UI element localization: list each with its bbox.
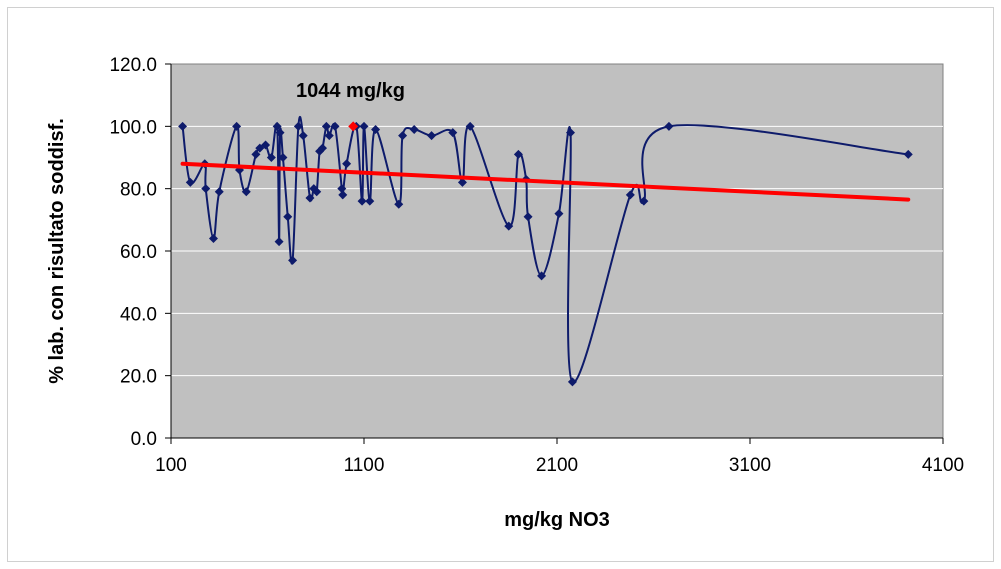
data-point [365, 196, 375, 206]
data-point [201, 184, 211, 194]
data-point [566, 128, 576, 138]
data-point [288, 255, 298, 265]
y-axis-title: % lab. con risultato soddisf. [46, 118, 68, 384]
data-point [298, 131, 308, 141]
data-point [278, 153, 288, 162]
data-point [330, 121, 340, 131]
data-point [232, 121, 242, 131]
data-point [357, 196, 367, 206]
x-axis-ticks: 100 1100 2100 3100 4100 [155, 437, 964, 476]
x-tick-label: 4100 [922, 455, 964, 476]
y-tick-label: 0.0 [131, 429, 157, 450]
data-point [185, 177, 195, 187]
data-point [274, 237, 284, 247]
y-tick-label: 40.0 [120, 304, 157, 325]
data-point [293, 121, 303, 131]
data-point [321, 121, 331, 131]
highlight-point [348, 121, 359, 132]
data-point [275, 128, 285, 138]
data-point [465, 121, 475, 131]
data-point [371, 124, 381, 134]
data-point [178, 121, 188, 131]
data-point [664, 121, 674, 131]
y-tick-label: 80.0 [120, 180, 157, 201]
highlight-marker [348, 121, 359, 132]
data-point [338, 190, 348, 200]
data-point [241, 187, 251, 197]
data-point [398, 131, 408, 141]
y-tick-label: 100.0 [109, 117, 157, 138]
trend-line [180, 161, 911, 202]
data-point [359, 121, 369, 131]
data-point [457, 177, 467, 187]
x-axis-title: mg/kg NO3 [504, 509, 610, 531]
data-point [513, 149, 523, 159]
series-markers [178, 121, 913, 387]
data-point [324, 131, 334, 141]
y-tick-label: 120.0 [109, 55, 157, 76]
data-point [903, 149, 913, 159]
data-point [337, 184, 347, 194]
data-point [523, 212, 533, 222]
data-point [261, 140, 271, 150]
data-point [208, 234, 218, 244]
annotation-label: 1044 mg/kg [296, 80, 405, 102]
x-tick-label: 3100 [729, 455, 771, 476]
x-tick-label: 1100 [344, 455, 385, 476]
data-point [312, 187, 322, 197]
data-point [409, 124, 419, 134]
data-point [427, 131, 437, 141]
data-point [318, 143, 328, 153]
data-point [554, 209, 564, 219]
data-point [504, 221, 514, 231]
data-point [448, 128, 458, 138]
data-point [537, 271, 547, 281]
data-point [342, 159, 352, 169]
y-tick-label: 20.0 [120, 367, 157, 388]
data-point [214, 187, 224, 197]
data-point [266, 153, 276, 162]
y-tick-label: 60.0 [120, 242, 157, 263]
y-axis-ticks: 0.0 20.0 40.0 60.0 80.0 100.0 120.0 [109, 55, 172, 450]
data-point [625, 190, 635, 200]
x-tick-label: 100 [155, 455, 187, 476]
data-point [305, 193, 315, 203]
data-point [251, 149, 261, 159]
data-point [639, 196, 649, 206]
data-point [567, 377, 577, 387]
data-point [283, 212, 293, 222]
data-point [394, 199, 404, 209]
data-point [272, 121, 282, 131]
x-tick-label: 2100 [536, 455, 578, 476]
